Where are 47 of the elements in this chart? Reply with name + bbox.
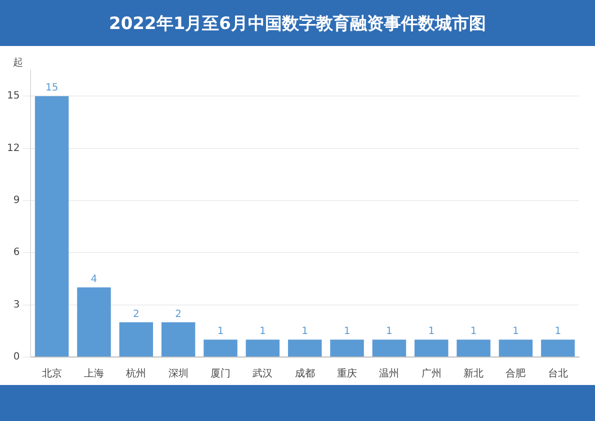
bar [77,287,111,356]
bar [541,340,575,356]
chart-title: 2022年1月至6月中国数字教育融资事件数城市图 [0,0,595,46]
bar [414,340,448,356]
y-tick-label: 6 [13,247,20,258]
data-label: 1 [470,326,477,338]
y-tick-label: 9 [13,195,20,206]
data-label: 1 [386,326,392,338]
x-tick-label: 台北 [548,368,568,380]
bar [161,322,196,356]
y-tick-label: 0 [13,352,20,363]
data-label: 2 [175,308,182,320]
x-tick-label: 成都 [294,368,315,380]
y-tick-label: 15 [6,90,20,102]
x-tick-label: 杭州 [125,368,146,380]
data-label: 1 [302,326,308,338]
data-label: 2 [132,308,140,320]
x-tick-label: 广州 [421,368,442,380]
data-label: 1 [260,326,266,338]
data-label: 1 [554,326,562,338]
y-axis-title: 起 [13,56,23,69]
data-label: 1 [217,326,224,338]
y-tick-label: 12 [6,142,20,154]
bar [119,322,154,356]
bar [204,340,238,356]
bar [498,340,533,356]
bar [330,340,364,356]
data-label: 4 [90,274,98,286]
y-tick-label: 3 [13,299,20,310]
bar [456,340,490,356]
bar [288,340,322,356]
x-tick-label: 合肥 [506,368,526,380]
x-tick-label: 新北 [464,368,484,380]
data-label: 1 [512,326,519,338]
bar [246,340,280,356]
data-label: 1 [428,326,435,338]
x-tick-label: 北京 [42,368,62,380]
x-tick-label: 武汉 [252,368,273,380]
x-tick-label: 温州 [379,368,400,380]
bar [34,96,69,356]
x-tick-label: 深圳 [168,368,188,380]
x-tick-label: 上海 [84,368,104,380]
data-label: 15 [45,82,58,94]
x-tick-label: 重庆 [337,368,358,380]
x-tick-label: 厦门 [210,368,231,380]
bar [372,340,406,356]
data-label: 1 [344,326,350,338]
